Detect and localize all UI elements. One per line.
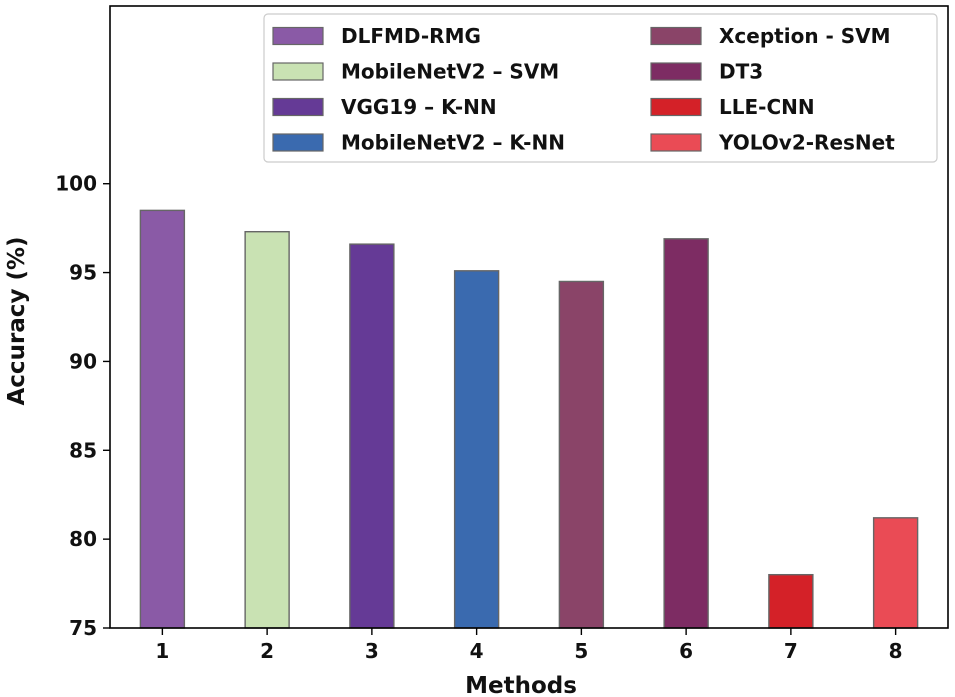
legend-swatch	[650, 62, 702, 81]
bar-7	[768, 573, 814, 629]
bar-3	[349, 243, 395, 629]
legend-entry-label: YOLOv2-ResNet	[718, 131, 895, 155]
legend-swatch	[650, 133, 702, 152]
y-tick-label: 95	[69, 261, 97, 285]
x-tick-label: 4	[470, 639, 484, 663]
x-tick-label: 8	[889, 639, 903, 663]
legend: DLFMD-RMG MobileNetV2 – SVM VGG19 – K-NN Mo…	[263, 13, 938, 163]
legend-entry-label: Xception - SVM	[719, 24, 891, 48]
legend-entry-label: VGG19 – K-NN	[341, 95, 497, 119]
bar-4	[453, 270, 500, 629]
legend-entry-label: LLE-CNN	[719, 95, 815, 119]
legend-box	[263, 13, 938, 163]
y-tick-label: 90	[69, 349, 97, 373]
bar-8	[872, 517, 919, 629]
plot-frame	[109, 5, 949, 629]
y-axis-label: Accuracy (%)	[4, 236, 30, 405]
x-tick-label: 7	[784, 639, 798, 663]
bar-6	[663, 238, 709, 629]
bar-5	[558, 280, 605, 629]
legend-swatch	[272, 97, 324, 117]
legend-swatch	[272, 26, 324, 46]
y-tick-label: 85	[69, 438, 97, 462]
bars-group	[139, 209, 919, 629]
y-tick-label: 75	[69, 616, 97, 640]
x-tick-label: 3	[365, 639, 379, 663]
legend-swatch	[650, 26, 702, 46]
legend-entry-label: DT3	[719, 60, 763, 84]
bar-1	[139, 209, 186, 629]
y-axis: 75 80 85 90 95 100	[55, 172, 110, 640]
y-tick-label: 80	[69, 527, 97, 551]
y-tick-label: 100	[55, 172, 97, 196]
legend-entry-label: DLFMD-RMG	[341, 24, 481, 48]
legend-entry-label: MobileNetV2 – K-NN	[341, 131, 565, 155]
x-tick-label: 2	[260, 639, 274, 663]
legend-swatch	[650, 97, 702, 117]
x-tick-label: 1	[155, 639, 169, 663]
legend-swatch	[272, 133, 324, 152]
x-axis: 1 2 3 4 5 6 7 8	[155, 628, 903, 663]
legend-entry-label: MobileNetV2 – SVM	[341, 60, 559, 84]
x-tick-label: 6	[679, 639, 693, 663]
bar-2	[244, 230, 290, 629]
x-axis-label: Methods	[465, 673, 577, 697]
x-tick-label: 5	[574, 639, 588, 663]
legend-swatch	[272, 62, 324, 81]
